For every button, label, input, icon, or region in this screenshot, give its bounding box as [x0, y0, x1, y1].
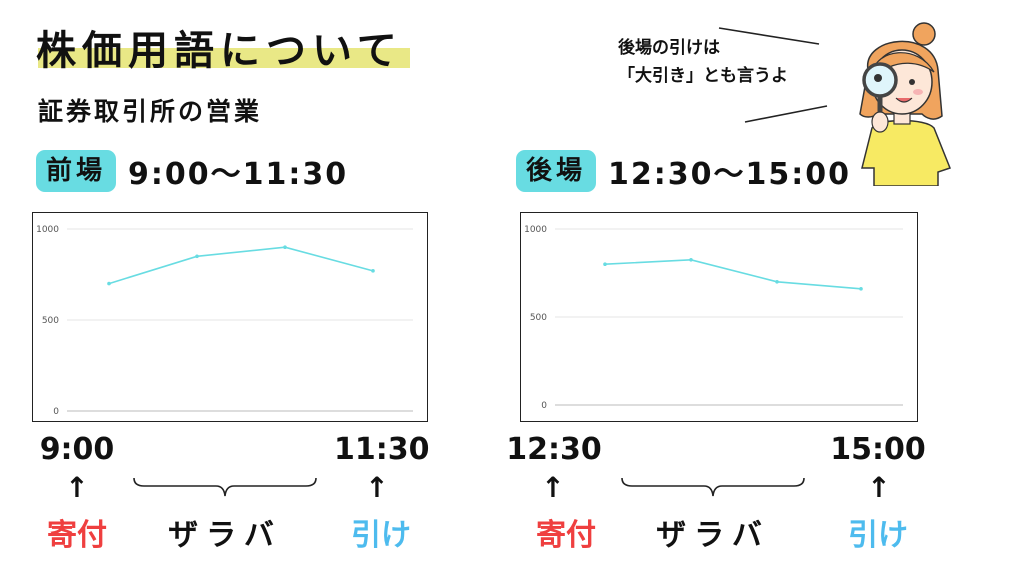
- morning-session-header: 前場 9:00〜11:30: [36, 150, 348, 192]
- afternoon-open-label: 寄付: [536, 518, 596, 553]
- speech-lines: [718, 27, 828, 123]
- afternoon-close-label: 引け: [848, 518, 908, 553]
- data-point: [107, 281, 111, 286]
- afternoon-chart: 1000 500 0: [520, 212, 918, 422]
- data-point: [371, 269, 375, 273]
- y-tick-label: 1000: [36, 225, 59, 235]
- series-line: [604, 258, 862, 290]
- y-tick-label: 1000: [524, 225, 547, 235]
- data-point: [195, 254, 199, 259]
- y-tick-label: 500: [530, 313, 547, 323]
- page-title: 株価用語について: [36, 28, 403, 74]
- morning-open-label: 寄付: [47, 518, 107, 553]
- morning-brace-icon: [133, 477, 317, 497]
- morning-open-arrow-icon: ↑: [65, 471, 89, 504]
- afternoon-badge: 後場: [516, 150, 597, 192]
- afternoon-time-range: 12:30〜15:00: [608, 157, 852, 192]
- afternoon-session-header: 後場 12:30〜15:00: [516, 150, 851, 192]
- y-tick-label: 0: [53, 407, 59, 417]
- speech-bubble: 後場の引けは 「大引き」とも言うよ: [618, 34, 788, 90]
- speech-line-2: 「大引き」とも言うよ: [618, 66, 788, 86]
- morning-line-chart: 1000 500 0: [36, 225, 413, 417]
- morning-close-arrow-icon: ↑: [365, 471, 389, 504]
- page-subtitle: 証券取引所の営業: [38, 97, 263, 126]
- y-tick-label: 0: [541, 401, 547, 411]
- data-point: [775, 280, 779, 284]
- morning-time-range: 9:00〜11:30: [128, 157, 349, 192]
- morning-close-label: 引け: [351, 518, 411, 553]
- afternoon-start-time: 12:30: [506, 432, 602, 467]
- morning-start-time: 9:00: [39, 432, 115, 467]
- morning-end-time: 11:30: [334, 432, 430, 467]
- data-point: [283, 245, 287, 249]
- y-tick-label: 500: [42, 316, 59, 326]
- afternoon-brace-icon: [621, 477, 805, 497]
- data-point: [603, 262, 607, 266]
- morning-middle-label: ザラバ: [168, 518, 282, 553]
- speech-line-1: 後場の引けは: [618, 38, 720, 58]
- afternoon-middle-label: ザラバ: [656, 518, 770, 553]
- series-line: [108, 246, 374, 285]
- title-highlight: [38, 48, 410, 68]
- data-point: [859, 287, 863, 291]
- data-point: [689, 258, 693, 262]
- morning-badge: 前場: [36, 150, 117, 192]
- morning-chart: 1000 500 0: [32, 212, 428, 422]
- afternoon-line-chart: 1000 500 0: [524, 225, 903, 411]
- afternoon-end-time: 15:00: [830, 432, 926, 467]
- afternoon-close-arrow-icon: ↑: [867, 471, 891, 504]
- character-with-magnifier-icon: [859, 22, 951, 186]
- title-block: 株価用語について: [36, 18, 410, 76]
- afternoon-open-arrow-icon: ↑: [541, 471, 565, 504]
